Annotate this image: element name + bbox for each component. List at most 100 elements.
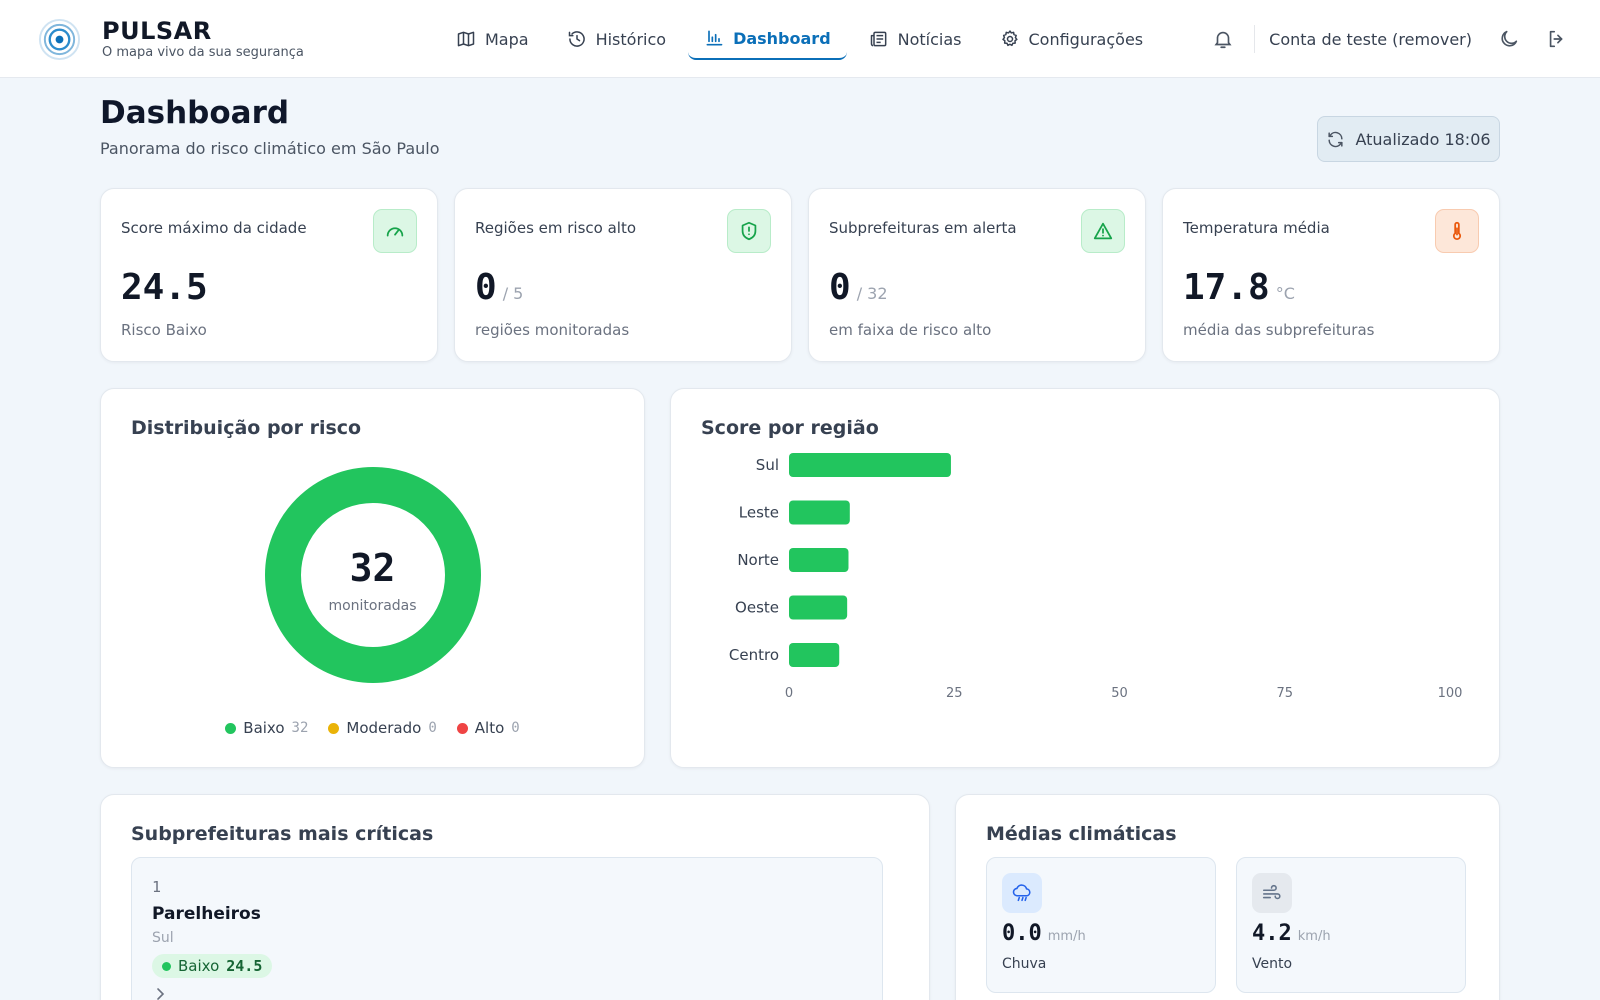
stat-footer: Risco Baixo: [121, 321, 207, 339]
legend-item-moderado[interactable]: Moderado 0: [328, 719, 437, 737]
bar-label-centro: Centro: [729, 646, 779, 664]
nav-label: Notícias: [897, 29, 962, 49]
list-item[interactable]: 1 Parelheiros Sul Baixo 24.5: [131, 857, 883, 1000]
gear-icon: [1001, 30, 1018, 47]
stat-value: 0 / 32: [829, 267, 888, 308]
rain-icon: [1002, 873, 1042, 913]
brand-tagline: O mapa vivo da sua segurança: [102, 45, 304, 60]
wind-unit: km/h: [1297, 929, 1331, 944]
notifications-button[interactable]: [1206, 22, 1240, 56]
critical-subprefeituras-card: Subprefeituras mais críticas 1 Parelheir…: [100, 794, 930, 1000]
bar-oeste[interactable]: [789, 595, 848, 620]
stat-number: 0: [475, 267, 497, 308]
moon-icon: [1501, 30, 1518, 47]
stat-number: 17.8: [1183, 267, 1270, 308]
refresh-button[interactable]: Atualizado 18:06: [1317, 116, 1500, 162]
legend-count: 0: [428, 720, 437, 736]
nav-item-historico[interactable]: Histórico: [551, 18, 682, 60]
nav-label: Histórico: [595, 29, 667, 49]
stat-unit: °C: [1275, 284, 1295, 303]
legend-dot: [328, 722, 340, 734]
legend-count: 0: [511, 720, 520, 736]
stat-card-high-risk-regions: Regiões em risco alto 0 / 5 regiões moni…: [454, 188, 792, 362]
donut-center-value: 32: [349, 546, 396, 590]
pulsar-logo-icon[interactable]: [38, 18, 81, 61]
x-tick-label: 100: [1438, 686, 1463, 701]
top-navbar: PULSAR O mapa vivo da sua segurança Mapa…: [0, 0, 1600, 78]
account-name[interactable]: Conta de teste (remover): [1269, 29, 1472, 49]
donut-chart: [265, 467, 481, 683]
x-tick-label: 25: [946, 686, 963, 701]
rain-value: 0.0: [1002, 921, 1042, 946]
thermometer-icon: [1435, 209, 1479, 253]
risk-distribution-card: Distribuição por risco 32 monitoradas Ba…: [100, 388, 645, 768]
climate-metric-wind: 4.2 km/h Vento: [1236, 857, 1466, 993]
bar-label-sul: Sul: [756, 456, 779, 474]
nav-item-noticias[interactable]: Notícias: [853, 18, 978, 60]
stat-value: 0 / 5: [475, 267, 523, 308]
card-title: Distribuição por risco: [131, 417, 362, 439]
bar-label-leste: Leste: [739, 504, 779, 522]
region-name: Sul: [152, 930, 174, 946]
metric-label: Chuva: [1002, 956, 1047, 972]
nav-item-mapa[interactable]: Mapa: [440, 18, 545, 60]
x-tick-label: 0: [785, 686, 793, 701]
nav-item-configuracoes[interactable]: Configurações: [984, 18, 1160, 60]
legend-label: Alto: [474, 719, 505, 737]
header-actions: Conta de teste (remover): [1206, 20, 1574, 58]
logout-button[interactable]: [1540, 22, 1574, 56]
card-title: Subprefeituras mais críticas: [131, 823, 434, 845]
bar-centro[interactable]: [789, 643, 840, 667]
region-bar-chart: Sul Leste Norte Oeste Centro 0 25 50 75 100: [729, 453, 1463, 701]
nav-item-dashboard[interactable]: Dashboard: [688, 18, 847, 60]
nav-label: Mapa: [485, 29, 529, 49]
legend-dot: [225, 722, 237, 734]
page-subtitle: Panorama do risco climático em São Paulo: [100, 139, 440, 158]
page-title: Dashboard: [100, 95, 290, 131]
stat-label: Subprefeituras em alerta: [829, 219, 1017, 237]
bar-sul[interactable]: [789, 453, 951, 477]
bar-norte[interactable]: [789, 548, 849, 572]
bell-icon: [1214, 31, 1232, 49]
theme-toggle-button[interactable]: [1492, 22, 1526, 56]
legend-dot: [456, 722, 468, 734]
wind-icon: [1252, 873, 1292, 913]
subprefeitura-name: Parelheiros: [152, 904, 261, 924]
climate-averages-card: Médias climáticas 0.0 mm/h Chuva 4.2 km/…: [955, 794, 1500, 1000]
stat-value: 17.8 °C: [1183, 267, 1295, 308]
stat-total: / 32: [856, 284, 888, 303]
stat-card-avg-temperature: Temperatura média 17.8 °C média das subp…: [1162, 188, 1500, 362]
bar-label-norte: Norte: [737, 551, 779, 569]
stat-total: / 5: [502, 284, 524, 303]
gauge-icon: [373, 209, 417, 253]
climate-metric-rain: 0.0 mm/h Chuva: [986, 857, 1216, 993]
legend-label: Baixo: [243, 719, 285, 737]
risk-score: 24.5: [226, 957, 263, 975]
risk-dot: [162, 961, 171, 971]
brand-name: PULSAR: [102, 17, 212, 45]
legend-label: Moderado: [346, 719, 422, 737]
bar-chart-icon: [706, 30, 723, 46]
donut-center: 32 monitoradas: [101, 546, 644, 614]
newspaper-icon: [870, 31, 887, 47]
wind-value: 4.2: [1252, 921, 1292, 946]
legend-item-alto[interactable]: Alto 0: [456, 719, 520, 737]
chevron-right-icon: [157, 988, 165, 1000]
logout-icon: [1549, 30, 1563, 48]
stat-label: Regiões em risco alto: [475, 219, 637, 237]
warning-triangle-icon: [1081, 209, 1125, 253]
legend-count: 32: [291, 720, 309, 736]
divider: [1254, 25, 1256, 53]
bar-label-oeste: Oeste: [735, 599, 779, 617]
metric-label: Vento: [1252, 956, 1293, 972]
expand-button[interactable]: [154, 986, 166, 1000]
x-tick-label: 75: [1276, 686, 1293, 701]
stat-footer: regiões monitoradas: [475, 321, 630, 339]
bar-leste[interactable]: [789, 500, 850, 525]
legend-item-baixo[interactable]: Baixo 32: [225, 719, 308, 737]
x-tick-label: 50: [1111, 686, 1128, 701]
risk-level: Baixo: [178, 957, 220, 975]
refresh-icon: [1328, 131, 1344, 147]
donut-slice-baixo[interactable]: [265, 467, 481, 683]
card-title: Score por região: [701, 417, 879, 439]
